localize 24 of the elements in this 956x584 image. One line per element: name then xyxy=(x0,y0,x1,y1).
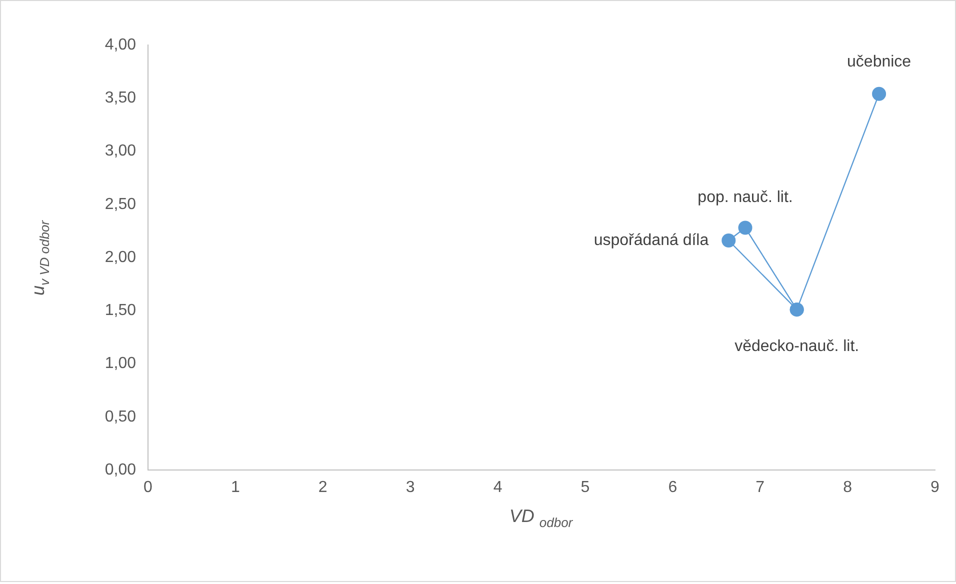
x-axis-title: VD $_{odbor}$ xyxy=(509,506,573,530)
x-tick-label: 0 xyxy=(144,479,153,496)
y-tick-label: 1,50 xyxy=(104,302,136,320)
y-tick-label: 4,00 xyxy=(104,36,136,54)
x-tick-label: 4 xyxy=(493,479,502,496)
y-tick-label: 3,00 xyxy=(104,142,136,160)
y-tick-label: 1,00 xyxy=(104,355,136,372)
y-tick-label: 2,50 xyxy=(104,196,136,213)
annotation: uspořádaná díla xyxy=(594,232,709,249)
annotation: pop. nauč. lit. xyxy=(698,189,793,206)
x-tick-label: 1 xyxy=(230,479,240,496)
x-tick-label: 3 xyxy=(406,479,415,496)
x-tick-label: 6 xyxy=(668,479,678,496)
y-tick-label: 0,00 xyxy=(104,461,136,478)
x-tick-label: 8 xyxy=(843,479,852,496)
x-tick-label: 2 xyxy=(318,479,328,496)
annotation: učebnice xyxy=(847,53,912,70)
y-tick-label: 3,50 xyxy=(104,90,136,107)
annotation: vědecko-nauč. lit. xyxy=(734,338,860,355)
x-tick-label: 5 xyxy=(580,479,590,496)
x-tick-label: 9 xyxy=(930,479,940,496)
x-tick-label: 7 xyxy=(756,479,765,496)
y-tick-label: 2,00 xyxy=(104,248,136,266)
y-tick-label: 0,50 xyxy=(104,408,136,426)
